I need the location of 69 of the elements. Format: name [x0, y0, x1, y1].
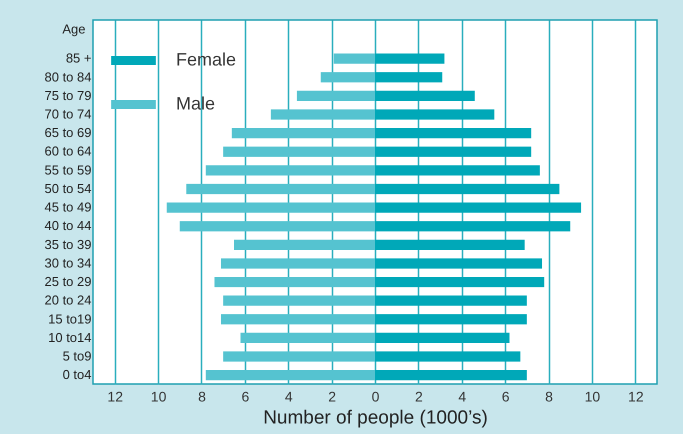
y-tick-label: 45 to 49: [44, 200, 92, 215]
y-tick-label: 65 to 69: [44, 125, 92, 140]
x-axis-title: Number of people (1000’s): [263, 408, 488, 428]
bar: [375, 240, 525, 250]
y-tick-label: 10 to14: [48, 330, 92, 345]
bar: [334, 54, 375, 64]
bar: [375, 351, 520, 362]
bar: [375, 72, 442, 82]
y-tick-label: 70 to 74: [44, 106, 92, 122]
x-tick-label: 12: [107, 388, 124, 404]
bar: [180, 221, 375, 232]
bar: [375, 314, 527, 324]
x-tick-label: 12: [628, 388, 644, 404]
bar: [223, 351, 375, 362]
bar: [206, 370, 375, 380]
bar: [375, 276, 544, 288]
x-tick-label: 6: [241, 388, 250, 404]
y-tick-label: 5 to9: [62, 348, 92, 364]
x-tick-label: 4: [458, 388, 466, 404]
bar: [296, 90, 375, 101]
y-axis-title: Age: [62, 22, 86, 36]
bar: [234, 240, 375, 250]
y-tick-label: 0 to4: [62, 367, 92, 382]
bar: [223, 146, 375, 157]
y-tick-label: 75 to 79: [44, 88, 92, 103]
bar: [375, 109, 494, 120]
y-tick-label: 15 to19: [48, 311, 92, 326]
x-tick-label: 6: [502, 388, 510, 404]
y-tick-label: 25 to 29: [44, 274, 92, 290]
bar: [232, 128, 375, 138]
bar: [240, 332, 375, 344]
y-tick-label: 85 +: [66, 50, 92, 66]
bar: [375, 370, 527, 380]
y-tick-label: 30 to 34: [44, 255, 92, 270]
bar: [375, 221, 570, 232]
x-tick-label: 2: [414, 388, 423, 404]
y-tick-label: 50 to 54: [44, 180, 92, 196]
x-tick-label: 8: [198, 388, 206, 404]
bar: [375, 184, 560, 194]
y-tick-label: 35 to 39: [44, 236, 92, 252]
y-tick-label: 80 to 84: [44, 69, 92, 84]
bar: [375, 258, 542, 269]
bar: [375, 90, 475, 101]
bar: [214, 276, 375, 288]
bar: [375, 128, 532, 138]
x-tick-label: 0: [372, 388, 380, 404]
bar: [375, 146, 532, 157]
bar: [375, 202, 582, 213]
x-tick-label: 4: [284, 388, 293, 404]
bar: [375, 54, 444, 64]
y-tick-label: 20 to 24: [44, 292, 92, 308]
y-tick-label: 60 to 64: [44, 144, 92, 159]
bar: [375, 165, 540, 176]
bar: [166, 202, 375, 213]
bar: [206, 165, 375, 176]
bar: [375, 296, 527, 306]
bar: [270, 109, 375, 120]
x-tick-label: 2: [328, 388, 336, 404]
y-tick-label: 40 to 44: [44, 218, 92, 234]
bar: [223, 296, 375, 306]
bar: [220, 258, 375, 269]
bar: [220, 314, 375, 324]
x-tick-label: 8: [545, 388, 554, 404]
bar: [186, 184, 375, 194]
x-tick-label: 10: [150, 388, 167, 404]
bar: [375, 332, 510, 344]
bar: [320, 72, 375, 82]
y-tick-label: 55 to 59: [44, 162, 92, 178]
x-tick-label: 10: [584, 388, 600, 404]
